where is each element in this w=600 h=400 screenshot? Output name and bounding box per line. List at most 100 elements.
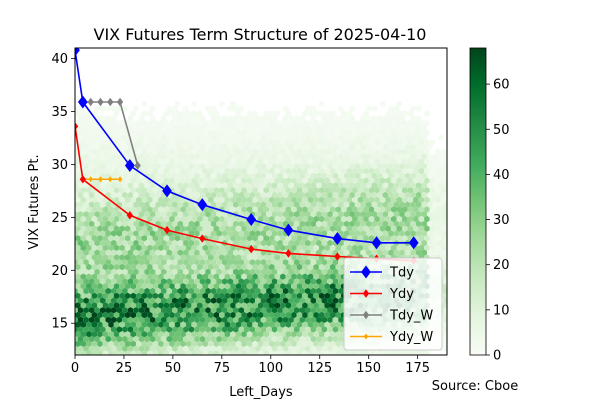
data-point-tdy: [283, 223, 294, 237]
hexbin-cell: [216, 220, 222, 227]
hexbin-cell: [122, 345, 128, 352]
hexbin-cell: [119, 196, 125, 203]
hexbin-cell: [111, 259, 117, 266]
hexbin-cell: [75, 167, 81, 175]
hexbin-cell: [99, 230, 106, 237]
hexbin-cell: [335, 263, 341, 271]
hexbin-cell: [327, 182, 333, 189]
hexbin-cell: [249, 307, 256, 314]
hexbin-cell: [124, 273, 131, 280]
hexbin-cell: [202, 254, 208, 261]
hexbin-cell: [410, 172, 416, 179]
hexbin-cell: [119, 167, 125, 175]
hexbin-cell: [280, 321, 286, 328]
hexbin-cell: [233, 153, 239, 160]
hexbin-cell: [241, 206, 247, 213]
hexbin-cell: [324, 110, 330, 117]
hexbin-cell: [321, 124, 328, 131]
hexbin-cell: [449, 336, 455, 342]
hexbin-cell: [307, 158, 314, 165]
hexbin-cell: [296, 235, 303, 242]
hexbin-cell: [172, 268, 178, 275]
hexbin-cell: [374, 129, 380, 136]
hexbin-cell: [368, 158, 375, 165]
hexbin-cell: [221, 297, 228, 304]
hexbin-cell: [88, 201, 95, 208]
hexbin-cell: [324, 215, 330, 223]
hexbin-cell: [183, 172, 189, 179]
hexbin-cell: [296, 206, 303, 213]
hexbin-cell: [113, 263, 120, 271]
hexbin-cell: [77, 345, 84, 352]
hexbin-cell: [327, 201, 333, 208]
hexbin-cell: [124, 340, 131, 347]
hexbin-cell: [285, 177, 292, 184]
hexbin-cell: [377, 191, 383, 199]
hexbin-cell: [91, 321, 98, 328]
hexbin-cell: [213, 292, 220, 299]
hexbin-cell: [196, 244, 203, 251]
hexbin-cell: [299, 153, 305, 160]
hexbin-cell: [227, 220, 233, 227]
hexbin-cell: [105, 239, 111, 247]
hexbin-cell: [133, 287, 139, 295]
hexbin-cell: [393, 134, 400, 141]
hexbin-cell: [230, 177, 236, 184]
hexbin-cell: [152, 254, 159, 261]
hexbin-cell: [75, 182, 78, 189]
hexbin-cell: [105, 326, 111, 333]
hexbin-cell: [180, 148, 186, 155]
hexbin-cell: [379, 148, 386, 155]
hexbin-cell: [341, 177, 347, 184]
hexbin-cell: [122, 259, 128, 266]
data-point-tdy-w: [134, 161, 141, 170]
hexbin-cell: [86, 215, 92, 223]
hexbin-cell: [302, 139, 308, 146]
hexbin-cell: [119, 244, 125, 251]
hexbin-cell: [324, 139, 330, 146]
hexbin-cell: [199, 297, 206, 304]
hexbin-cell: [346, 158, 353, 165]
hexbin-cell: [196, 158, 203, 165]
data-point-tdy-w: [107, 97, 114, 107]
hexbin-cell: [210, 278, 217, 285]
hexbin-cell: [105, 163, 111, 170]
hexbin-cell: [97, 158, 103, 165]
hexbin-cell: [124, 331, 131, 338]
hexbin-cell: [399, 172, 405, 179]
hexbin-cell: [390, 215, 397, 223]
hexbin-cell: [108, 215, 114, 223]
hexbin-cell: [307, 129, 314, 136]
hexbin-cell: [257, 254, 264, 261]
hexbin-cell: [75, 215, 81, 223]
hexbin-cell: [111, 211, 117, 218]
hexbin-cell: [343, 249, 350, 256]
hexbin-cell: [213, 350, 220, 355]
hexbin-cell: [338, 134, 344, 141]
hexbin-cell: [338, 307, 344, 314]
hexbin-cell: [221, 124, 228, 131]
hexbin-cell: [174, 254, 181, 261]
hexbin-cell: [219, 292, 225, 299]
hexbin-cell: [83, 230, 89, 237]
hexbin-cell: [216, 201, 222, 208]
hexbin-cell: [230, 129, 236, 136]
hexbin-cell: [449, 163, 455, 169]
hexbin-cell: [299, 259, 305, 266]
hexbin-cell: [119, 158, 125, 165]
hexbin-cell: [366, 124, 372, 131]
hexbin-cell: [177, 143, 184, 151]
hexbin-cell: [316, 345, 322, 352]
hexbin-cell: [443, 172, 447, 179]
hexbin-cell: [202, 139, 208, 146]
hexbin-cell: [230, 196, 236, 203]
hexbin-cell: [449, 192, 455, 198]
hexbin-cell: [368, 350, 375, 355]
hexbin-cell: [435, 206, 441, 213]
hexbin-cell: [368, 244, 375, 251]
hexbin-cell: [377, 143, 383, 151]
hexbin-cell: [235, 273, 242, 280]
hexbin-cell: [277, 143, 283, 151]
hexbin-cell: [346, 177, 353, 184]
hexbin-cell: [449, 230, 455, 236]
